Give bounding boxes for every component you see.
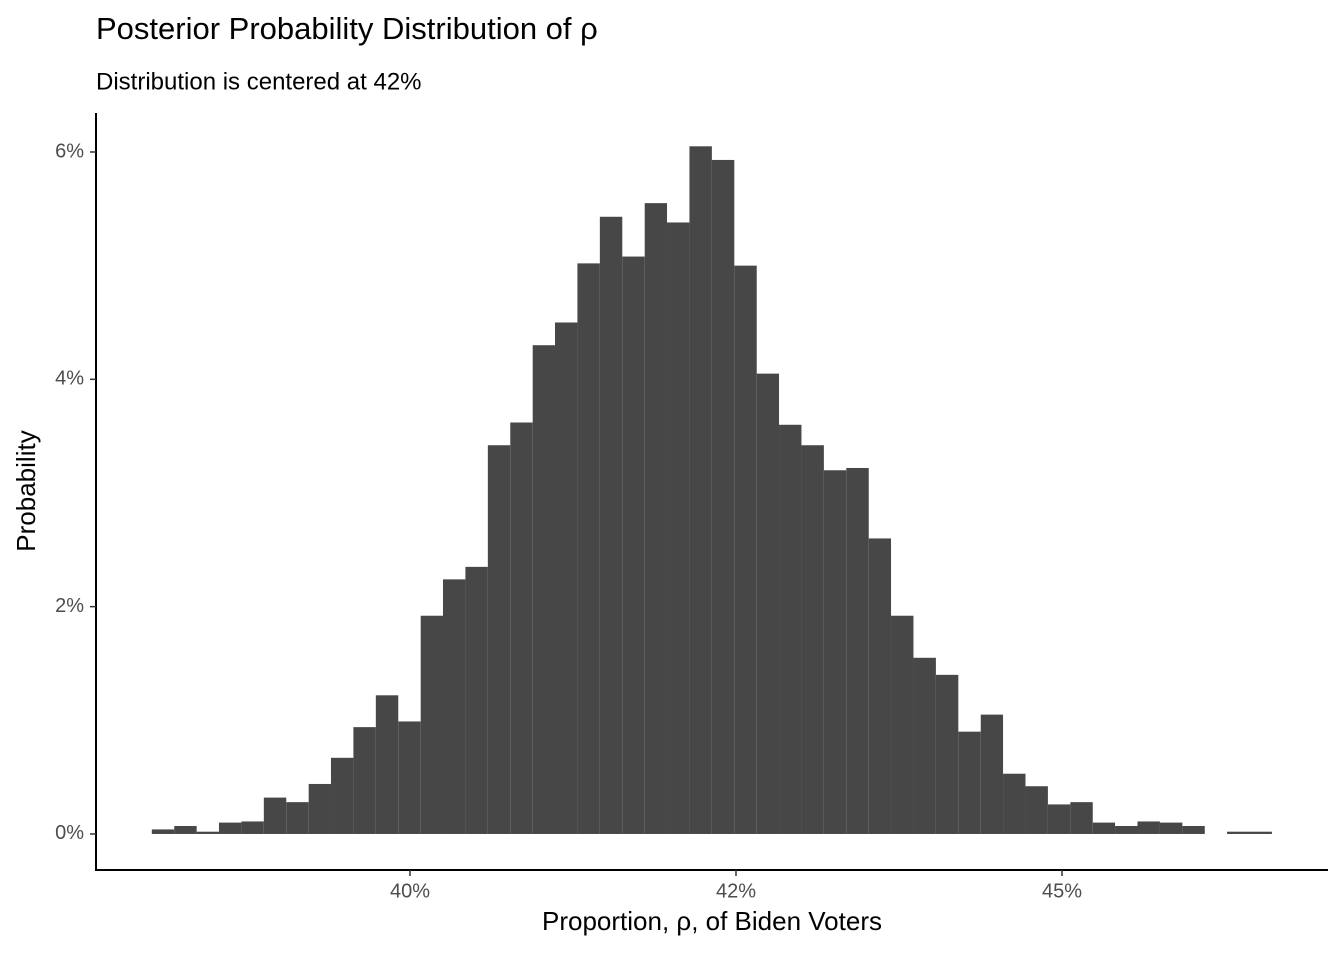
bar: [1092, 822, 1116, 834]
bar: [442, 579, 466, 834]
bar: [555, 322, 578, 834]
chart-title: Posterior Probability Distribution of ρ: [96, 11, 598, 46]
bar: [1003, 773, 1026, 834]
bar: [1047, 804, 1071, 834]
bar: [823, 470, 847, 834]
bar: [577, 263, 600, 834]
bar: [913, 657, 936, 834]
bar: [241, 821, 264, 834]
bar: [420, 615, 443, 834]
bar: [196, 831, 219, 834]
bar: [935, 674, 959, 834]
y-tick-label: 2%: [55, 595, 84, 617]
bar: [711, 159, 735, 834]
bar: [779, 424, 802, 834]
bars: [151, 146, 1272, 834]
bar: [375, 695, 399, 834]
y-tick-label: 0%: [55, 822, 84, 844]
bar: [756, 373, 780, 834]
x-tick-label: 42%: [716, 880, 756, 902]
bar: [353, 727, 376, 834]
bar: [801, 445, 824, 834]
bar: [1070, 802, 1093, 834]
x-tick-label: 40%: [390, 880, 430, 902]
bar: [1115, 826, 1138, 834]
bar: [1227, 831, 1250, 834]
bar: [980, 714, 1004, 834]
bar: [510, 422, 533, 834]
y-axis-label: Probability: [11, 430, 41, 551]
bar: [1159, 822, 1183, 834]
bar: [330, 757, 354, 834]
bar: [1137, 821, 1160, 834]
bar: [1249, 831, 1272, 834]
bar: [846, 467, 869, 834]
bar: [174, 826, 197, 834]
y-tick-label: 4%: [55, 368, 84, 390]
bar: [398, 721, 421, 834]
bar: [487, 445, 511, 834]
chart-subtitle: Distribution is centered at 42%: [96, 68, 422, 95]
bar: [1025, 786, 1048, 834]
y-tick-label: 6%: [55, 140, 84, 162]
bar: [622, 256, 645, 834]
bar: [465, 566, 488, 834]
bar: [286, 802, 309, 834]
bar: [891, 615, 914, 834]
x-tick-label: 45%: [1042, 880, 1082, 902]
bar: [958, 731, 981, 834]
bar: [667, 222, 690, 834]
bar: [599, 216, 623, 834]
bar: [263, 797, 287, 834]
bar: [868, 538, 892, 834]
x-axis-label: Proportion, ρ, of Biden Voters: [542, 906, 882, 936]
bar: [1182, 826, 1205, 834]
bar: [734, 265, 757, 834]
bar: [218, 822, 242, 834]
bar: [308, 783, 331, 834]
bar: [532, 345, 556, 834]
bar: [151, 829, 175, 834]
bar: [689, 146, 712, 834]
bar: [644, 203, 668, 834]
